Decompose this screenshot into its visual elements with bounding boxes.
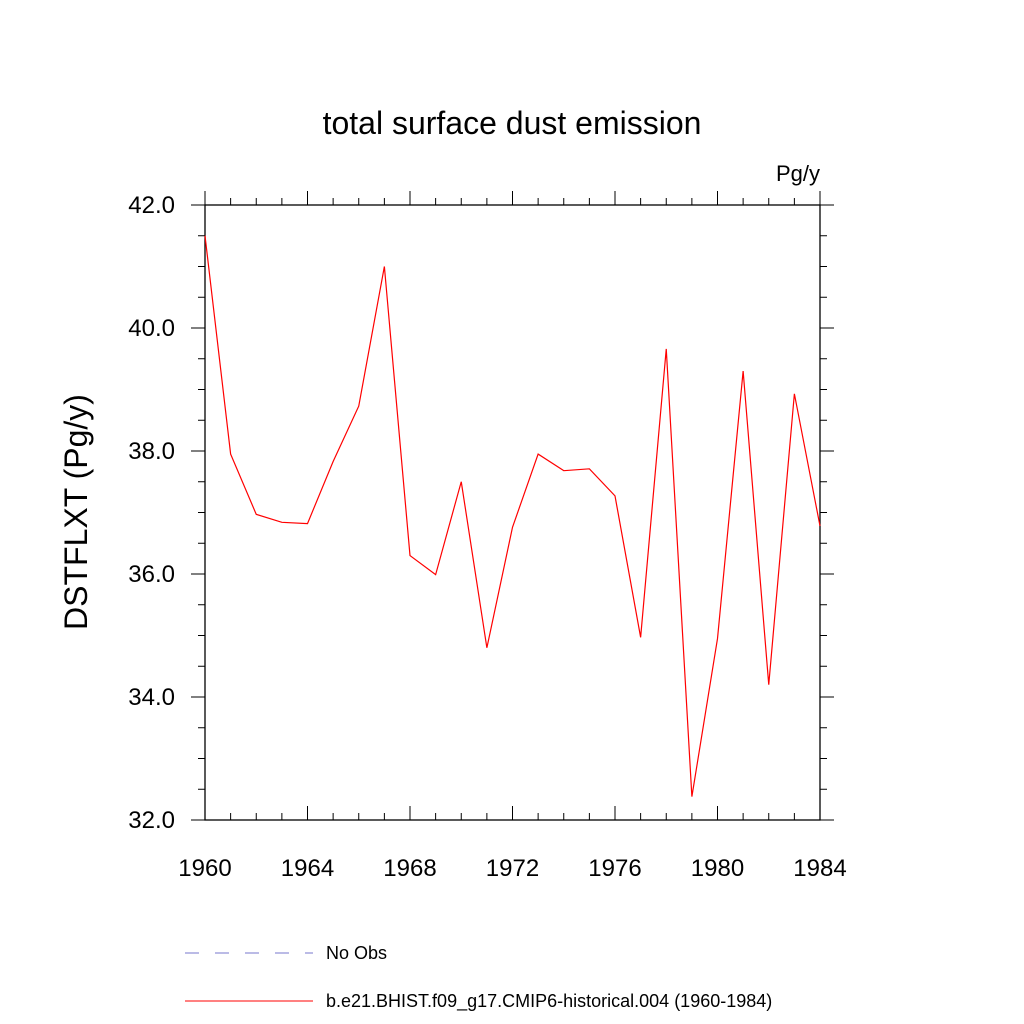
plot-area	[204, 204, 821, 821]
y-axis: 32.0 34.0 36.0 38.0 40.0 42.0	[128, 192, 834, 834]
y-tick-label: 32.0	[128, 807, 175, 834]
y-tick-label: 40.0	[128, 315, 175, 342]
y-tick-label: 36.0	[128, 561, 175, 588]
x-axis: 1960 1964 1968 1972 1976 1980 1984	[178, 191, 847, 882]
y-tick-label: 38.0	[128, 438, 175, 465]
legend-label: No Obs	[326, 943, 387, 963]
x-tick-label: 1960	[178, 855, 231, 882]
x-tick-label: 1984	[793, 855, 846, 882]
legend: No Obs b.e21.BHIST.f09_g17.CMIP6-historic…	[185, 943, 772, 1012]
chart-title: total surface dust emission	[323, 105, 702, 141]
series-lines	[204, 235, 821, 797]
legend-label: b.e21.BHIST.f09_g17.CMIP6-historical.004…	[326, 991, 772, 1012]
series-line-1	[204, 235, 821, 797]
units-label: Pg/y	[776, 161, 820, 186]
y-tick-label: 42.0	[128, 192, 175, 219]
y-tick-label: 34.0	[128, 684, 175, 711]
x-tick-label: 1976	[588, 855, 641, 882]
x-tick-label: 1980	[691, 855, 744, 882]
y-axis-label: DSTFLXT (Pg/y)	[58, 394, 94, 630]
x-tick-label: 1964	[281, 855, 334, 882]
x-tick-label: 1972	[486, 855, 539, 882]
plot-frame	[204, 204, 821, 821]
x-tick-label: 1968	[383, 855, 436, 882]
